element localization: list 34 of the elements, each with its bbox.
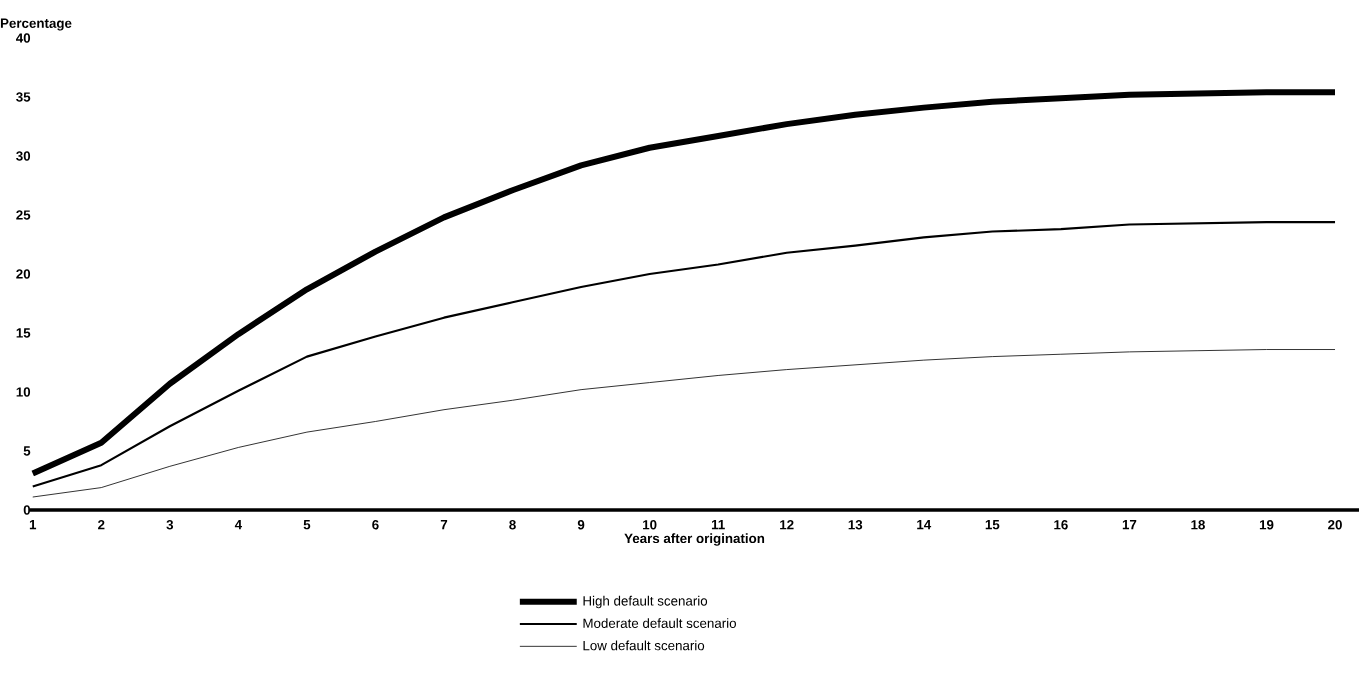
x-tick-label: 10 — [643, 520, 657, 530]
x-tick-label: 14 — [917, 520, 932, 530]
legend-label: Low default scenario — [583, 640, 705, 651]
y-tick-label: 20 — [16, 269, 31, 279]
x-tick-label: 9 — [577, 520, 585, 530]
x-tick-label: 18 — [1191, 520, 1205, 530]
x-tick-label: 19 — [1259, 520, 1274, 530]
y-tick-label: 5 — [23, 446, 31, 456]
y-tick-label: 30 — [16, 151, 31, 161]
x-tick-label: 15 — [985, 520, 1000, 530]
x-tick-label: 8 — [509, 520, 516, 530]
y-tick-label: 0 — [23, 505, 31, 515]
x-tick-label: 5 — [303, 520, 311, 530]
x-tick-label: 17 — [1122, 520, 1137, 530]
x-tick-label: 7 — [440, 520, 448, 530]
x-tick-label: 20 — [1328, 520, 1342, 530]
legend-label: Moderate default scenario — [583, 618, 736, 628]
y-tick-label: 15 — [16, 328, 31, 338]
x-tick-label: 12 — [780, 520, 794, 530]
y-axis-title: Percentage — [0, 18, 72, 31]
y-tick-label: 40 — [16, 33, 31, 43]
y-tick-label: 10 — [16, 387, 31, 397]
x-axis-title: Years after origination — [624, 533, 765, 546]
x-tick-label: 6 — [372, 520, 379, 530]
y-tick-label: 25 — [16, 210, 31, 220]
x-tick-label: 2 — [98, 520, 105, 530]
x-tick-label: 1 — [29, 520, 37, 530]
x-tick-label: 4 — [234, 520, 242, 530]
x-tick-label: 16 — [1054, 520, 1068, 530]
y-tick-label: 35 — [16, 92, 31, 102]
x-tick-label: 11 — [711, 520, 725, 530]
legend-label: High default scenario — [583, 595, 708, 609]
x-tick-label: 13 — [848, 520, 863, 530]
x-tick-label: 3 — [166, 520, 174, 530]
